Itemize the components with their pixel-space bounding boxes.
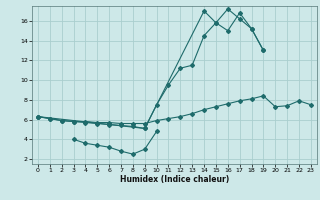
X-axis label: Humidex (Indice chaleur): Humidex (Indice chaleur) xyxy=(120,175,229,184)
